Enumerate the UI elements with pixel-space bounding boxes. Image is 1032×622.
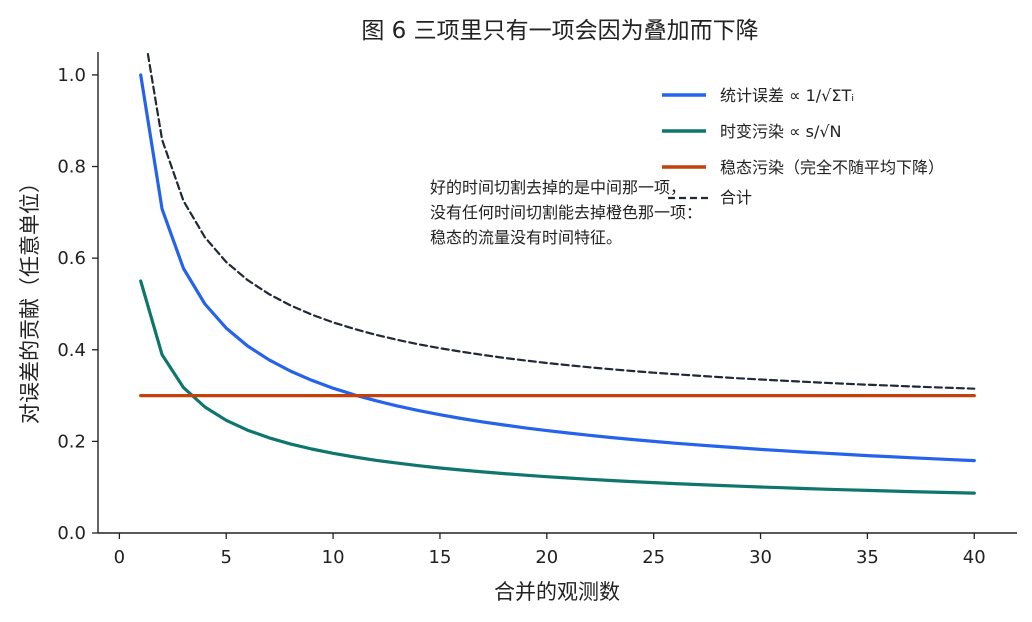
y-ticks: 0.0 0.2 0.4 0.6 0.8 1.0: [57, 65, 98, 544]
y-tick-label: 0.6: [57, 248, 86, 269]
x-tick-label: 25: [642, 547, 665, 568]
x-tick-label: 15: [429, 547, 452, 568]
series-line-4: [146, 52, 976, 390]
x-axis-title: 合并的观测数: [494, 580, 620, 604]
x-tick-label: 10: [322, 547, 345, 568]
y-tick-label: 0.2: [57, 431, 86, 452]
y-axis-title: 对误差的贡献（任意单位）: [18, 172, 42, 424]
series-line-1: [139, 73, 976, 463]
annotation-line: 没有任何时间切割能去掉橙色那一项：: [430, 203, 702, 222]
x-tick-label: 20: [535, 547, 558, 568]
chart-title: 图 6 三项里只有一项会因为叠加而下降: [361, 18, 758, 44]
x-tick-label: 40: [963, 547, 986, 568]
legend: 统计误差 ∝ 1/√ΣTᵢ 时变污染 ∝ s/√N 稳态污染（完全不随平均下降）: [662, 86, 944, 177]
annotation: 好的时间切割去掉的是中间那一项， 没有任何时间切割能去掉橙色那一项： 稳态的流量…: [430, 178, 702, 247]
annotation-line: 稳态的流量没有时间特征。: [430, 228, 622, 247]
y-tick-label: 0.8: [57, 157, 86, 178]
x-ticks: 0 5 10 15 20 25 30 35 40: [114, 533, 986, 568]
total-legend-entry: 合计: [668, 188, 752, 207]
legend-label: 统计误差 ∝ 1/√ΣTᵢ: [720, 86, 854, 105]
legend-label: 时变污染 ∝ s/√N: [720, 122, 842, 141]
x-tick-label: 35: [856, 547, 879, 568]
x-tick-label: 5: [221, 547, 232, 568]
x-tick-label: 0: [114, 547, 125, 568]
y-tick-label: 0.4: [57, 340, 86, 361]
x-tick-label: 30: [749, 547, 772, 568]
y-tick-label: 0.0: [57, 523, 86, 544]
legend-label: 稳态污染（完全不随平均下降）: [720, 158, 944, 177]
total-legend-label: 合计: [720, 188, 752, 207]
series-line-2: [139, 279, 976, 495]
plot-lines: [139, 52, 976, 495]
annotation-line: 好的时间切割去掉的是中间那一项，: [430, 178, 686, 197]
y-tick-label: 1.0: [57, 65, 86, 86]
